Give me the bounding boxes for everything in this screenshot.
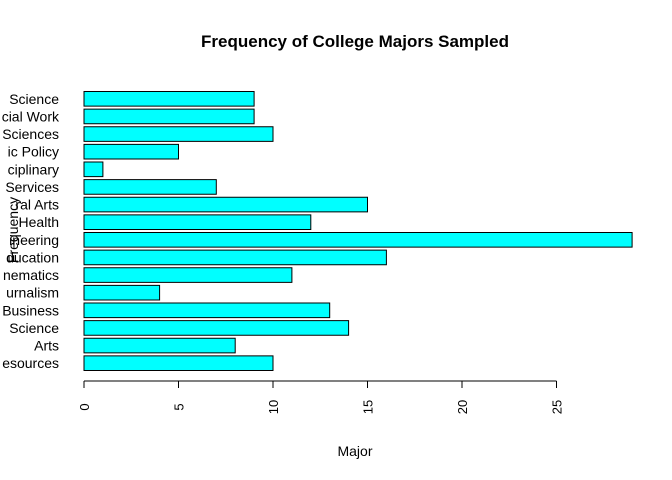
category-label: cial Work xyxy=(2,108,60,124)
bar-14 xyxy=(83,108,255,125)
x-tick-label: 10 xyxy=(266,400,281,414)
bar-15 xyxy=(83,90,255,107)
bar-3 xyxy=(83,302,331,319)
category-label: Services xyxy=(5,179,59,195)
bar-7 xyxy=(83,231,633,248)
bar-6 xyxy=(83,249,387,266)
bar-8 xyxy=(83,214,312,231)
bar-12 xyxy=(83,143,179,160)
x-tick-label: 5 xyxy=(172,403,187,410)
x-tick-label: 20 xyxy=(455,400,470,414)
category-label: ic Policy xyxy=(8,144,59,160)
category-label: Health xyxy=(19,214,59,230)
bar-0 xyxy=(83,355,274,372)
category-label: Science xyxy=(9,320,59,336)
category-label: ciplinary xyxy=(8,161,59,177)
y-axis-label: Frequency xyxy=(5,197,21,263)
x-tick-label: 15 xyxy=(361,400,376,414)
bar-2 xyxy=(83,320,350,336)
category-label: Business xyxy=(2,302,59,318)
category-label: Sciences xyxy=(2,126,59,142)
bar-1 xyxy=(83,337,236,354)
category-label: esources xyxy=(2,355,59,371)
category-label: Arts xyxy=(34,338,59,354)
bars-group xyxy=(83,90,633,372)
bar-9 xyxy=(83,196,368,213)
chart-title: Frequency of College Majors Sampled xyxy=(201,32,509,51)
category-label: ineering xyxy=(9,232,59,248)
category-label: Science xyxy=(9,91,59,107)
x-axis: 0 5 10 15 20 25 xyxy=(77,380,565,414)
category-label: nematics xyxy=(3,267,59,283)
bar-4 xyxy=(83,284,161,301)
x-tick-label: 25 xyxy=(550,400,565,414)
bar-5 xyxy=(83,267,293,283)
bar-13 xyxy=(83,126,274,142)
x-tick-label: 0 xyxy=(77,403,92,410)
bar-10 xyxy=(83,179,217,195)
category-label: ral Arts xyxy=(15,197,59,213)
category-label: ducation xyxy=(6,249,59,265)
category-label: urnalism xyxy=(6,285,59,301)
bar-11 xyxy=(83,161,104,178)
x-axis-label: Major xyxy=(337,443,372,459)
